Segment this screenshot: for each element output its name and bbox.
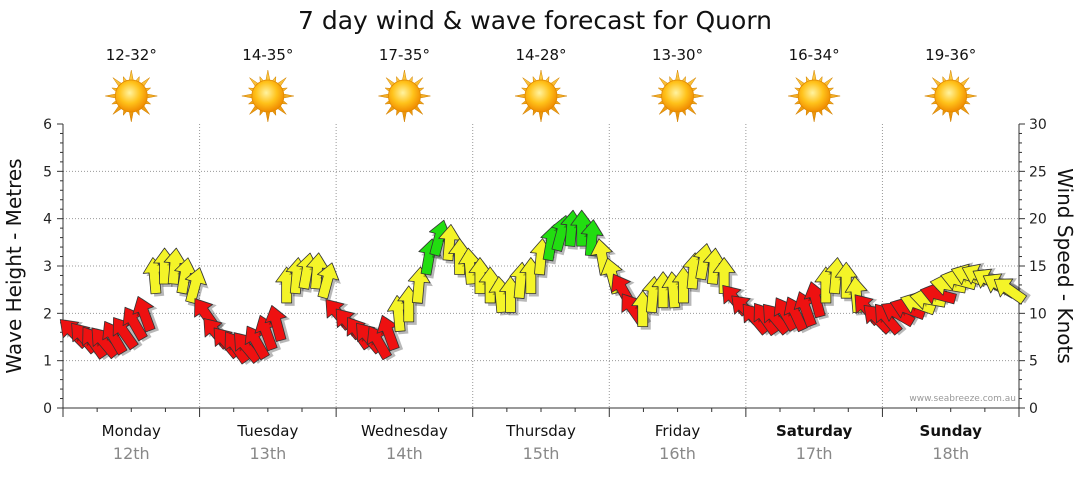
y-right-tick-label: 10 xyxy=(1029,306,1047,322)
sun-icon xyxy=(514,69,568,123)
y-left-tick-label: 4 xyxy=(43,212,52,228)
y-right-tick-label: 5 xyxy=(1029,354,1038,370)
day-date: 18th xyxy=(932,444,969,463)
day-name: Wednesday xyxy=(361,422,448,440)
day-name: Friday xyxy=(655,422,701,440)
wind-arrow xyxy=(407,266,433,307)
plot-axes: 0 1 2 3 4 5 6 0 5 10 15 20 25 30 xyxy=(43,117,1047,417)
chart-title: 7 day wind & wave forecast for Quorn xyxy=(298,6,772,35)
sun-icon xyxy=(105,69,158,123)
sun-disc xyxy=(251,79,285,113)
wind-arrow-shape xyxy=(184,267,207,305)
day-temperature: 17-35° xyxy=(379,46,430,64)
day-date: 12th xyxy=(113,444,150,463)
sun-icon xyxy=(378,69,431,123)
y-left-tick-label: 3 xyxy=(43,259,52,275)
y-left-tick-label: 6 xyxy=(43,117,52,133)
sun-rays xyxy=(924,69,977,123)
sun-rays xyxy=(241,69,294,123)
y-axis-left-label: Wave Height - Metres xyxy=(2,158,26,373)
day-name: Monday xyxy=(102,422,161,440)
day-date: 13th xyxy=(249,444,286,463)
y-right-tick-label: 20 xyxy=(1029,212,1047,228)
day-temperature: 14-28° xyxy=(515,46,566,64)
wind-arrow-shape xyxy=(407,266,431,304)
sun-rays xyxy=(651,69,704,123)
sun-icon xyxy=(241,69,294,123)
day-date: 17th xyxy=(796,444,833,463)
y-right-tick-label: 15 xyxy=(1029,259,1047,275)
y-left-tick-label: 5 xyxy=(43,164,52,180)
day-name: Sunday xyxy=(920,422,983,440)
wind-arrow-shape xyxy=(264,305,287,342)
y-right-tick-label: 25 xyxy=(1029,164,1047,180)
sun-disc xyxy=(114,79,148,113)
sun-rays xyxy=(788,69,841,123)
day-name: Thursday xyxy=(505,422,576,440)
wind-arrow-shape xyxy=(993,278,1028,305)
wind-arrow xyxy=(993,278,1031,305)
sun-rays xyxy=(514,69,568,123)
y-left-tick-label: 1 xyxy=(43,354,52,370)
wind-arrow xyxy=(834,261,861,302)
day-temperature: 12-32° xyxy=(106,46,157,64)
wind-arrow xyxy=(264,305,291,344)
y-right-tick-label: 0 xyxy=(1029,401,1038,417)
wind-arrow-shape xyxy=(834,261,858,299)
sun-disc xyxy=(524,79,558,113)
sun-rays xyxy=(378,69,431,123)
day-name: Tuesday xyxy=(236,422,298,440)
day-temperature: 13-30° xyxy=(652,46,703,64)
wind-arrow-shape xyxy=(317,262,340,300)
sun-disc xyxy=(388,79,421,113)
sun-icon xyxy=(788,69,841,123)
day-date: 15th xyxy=(523,444,560,463)
sun-disc xyxy=(934,79,968,113)
day-name: Saturday xyxy=(776,422,853,440)
y-axis-right-label: Wind Speed - Knots xyxy=(1053,168,1077,364)
day-temperature: 19-36° xyxy=(925,46,976,64)
sun-icon xyxy=(924,69,977,123)
sun-disc xyxy=(797,79,831,113)
day-date: 14th xyxy=(386,444,423,463)
day-temperature: 14-35° xyxy=(242,46,293,64)
wind-arrow xyxy=(184,267,209,308)
wind-arrow xyxy=(132,296,159,334)
wind-arrows xyxy=(59,209,1031,365)
y-left-tick-label: 0 xyxy=(43,401,52,417)
sun-icon xyxy=(651,69,704,123)
y-left-tick-label: 2 xyxy=(43,306,52,322)
wind-arrow-shape xyxy=(132,296,156,333)
sun-disc xyxy=(661,79,694,113)
day-labels: Monday 12th Tuesday 13th Wednesday 14th Thursd… xyxy=(102,422,982,463)
day-date: 16th xyxy=(659,444,696,463)
wind-arrow xyxy=(580,219,606,260)
weather-row: 12-32° 14-35° 17-35° 14-28° 13-30° 16-34° 19-3… xyxy=(105,46,977,123)
watermark: www.seabreeze.com.au xyxy=(909,394,1016,404)
day-temperature: 16-34° xyxy=(789,46,840,64)
sun-rays xyxy=(105,69,158,123)
wind-arrow xyxy=(317,262,341,303)
y-right-tick-label: 30 xyxy=(1029,117,1047,133)
